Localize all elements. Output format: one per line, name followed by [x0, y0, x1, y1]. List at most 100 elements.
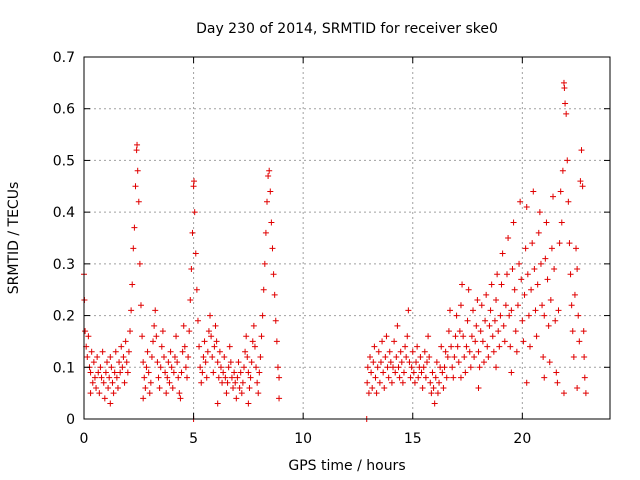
data-point — [165, 359, 172, 366]
data-point — [249, 338, 256, 345]
data-point — [105, 384, 112, 391]
data-point — [181, 343, 188, 350]
data-point — [482, 317, 489, 324]
data-point — [479, 338, 486, 345]
data-point — [121, 379, 128, 386]
data-point — [155, 374, 162, 381]
data-point — [493, 297, 500, 304]
data-point — [496, 343, 503, 350]
data-point — [194, 317, 201, 324]
data-point — [130, 245, 137, 252]
data-point — [169, 384, 176, 391]
data-point — [188, 266, 195, 273]
data-point — [431, 400, 438, 407]
data-point — [200, 353, 207, 360]
data-point — [542, 255, 549, 262]
data-point — [475, 384, 482, 391]
data-point — [128, 307, 135, 314]
data-point — [439, 369, 446, 376]
data-point — [460, 333, 467, 340]
x-tick-label: 20 — [513, 431, 531, 447]
data-point — [375, 348, 382, 355]
data-point — [567, 271, 574, 278]
data-point — [521, 291, 528, 298]
data-point — [245, 369, 252, 376]
y-tick-label: 0.1 — [53, 360, 75, 376]
data-point — [220, 369, 227, 376]
data-point — [457, 374, 464, 381]
data-point — [520, 338, 527, 345]
data-point — [485, 353, 492, 360]
data-point — [150, 338, 157, 345]
data-point — [201, 338, 208, 345]
data-point — [442, 348, 449, 355]
data-point — [222, 374, 229, 381]
data-point — [466, 348, 473, 355]
data-point — [566, 240, 573, 247]
data-point — [116, 359, 123, 366]
data-point — [546, 359, 553, 366]
data-point — [408, 364, 415, 371]
data-point — [451, 353, 458, 360]
data-point — [192, 250, 199, 257]
data-point — [535, 229, 542, 236]
data-point — [162, 369, 169, 376]
data-point — [159, 328, 166, 335]
data-point — [487, 307, 494, 314]
data-point — [537, 260, 544, 267]
data-point — [124, 369, 131, 376]
data-point — [490, 348, 497, 355]
data-point — [131, 224, 138, 231]
data-point — [397, 348, 404, 355]
data-point — [106, 374, 113, 381]
data-point — [163, 390, 170, 397]
data-point — [507, 343, 514, 350]
data-point — [454, 343, 461, 350]
data-point — [570, 353, 577, 360]
data-point — [164, 374, 171, 381]
data-point — [404, 333, 411, 340]
data-point — [500, 322, 507, 329]
data-point — [534, 281, 541, 288]
data-point — [462, 369, 469, 376]
data-point — [393, 353, 400, 360]
data-point — [386, 348, 393, 355]
data-point — [82, 328, 89, 335]
data-point — [559, 167, 566, 174]
data-point — [380, 369, 387, 376]
data-point — [502, 302, 509, 309]
data-point — [230, 384, 237, 391]
data-point — [259, 312, 266, 319]
data-point — [425, 333, 432, 340]
data-point — [208, 333, 215, 340]
data-point — [409, 348, 416, 355]
y-tick-label: 0.7 — [53, 50, 75, 66]
data-point — [511, 286, 518, 293]
data-point — [475, 348, 482, 355]
data-point — [522, 245, 529, 252]
data-point — [459, 281, 466, 288]
x-tick-label: 10 — [294, 431, 312, 447]
data-point — [144, 348, 151, 355]
data-point — [100, 379, 107, 386]
data-point — [189, 229, 196, 236]
data-point — [480, 359, 487, 366]
data-point — [235, 359, 242, 366]
data-point — [532, 307, 539, 314]
data-point — [242, 348, 249, 355]
data-point — [467, 364, 474, 371]
data-point — [95, 369, 102, 376]
data-point — [233, 395, 240, 402]
data-point — [143, 364, 150, 371]
data-point — [387, 359, 394, 366]
data-point — [470, 307, 477, 314]
data-point — [250, 322, 257, 329]
data-point — [440, 384, 447, 391]
data-point — [225, 364, 232, 371]
data-point — [211, 343, 218, 350]
data-point — [133, 147, 140, 154]
data-point — [85, 333, 92, 340]
data-point — [564, 157, 571, 164]
data-point — [141, 374, 148, 381]
